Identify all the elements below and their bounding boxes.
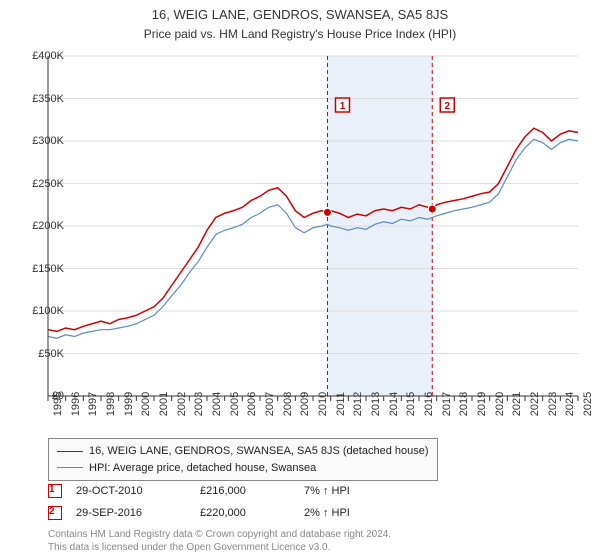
- x-tick-label: 2004: [211, 392, 223, 416]
- chart-plot-area: 12: [48, 56, 578, 396]
- sale-hpi-delta: 2% ↑ HPI: [304, 507, 384, 519]
- x-tick-label: 2008: [282, 392, 294, 416]
- y-tick-label: £400K: [32, 50, 64, 62]
- legend-swatch-property: [57, 451, 83, 453]
- sale-hpi-delta: 7% ↑ HPI: [304, 485, 384, 497]
- x-tick-label: 2025: [582, 392, 594, 416]
- svg-text:1: 1: [340, 101, 346, 112]
- legend-item-hpi: HPI: Average price, detached house, Swan…: [57, 460, 429, 477]
- x-tick-label: 2024: [564, 392, 576, 416]
- x-tick-label: 2015: [405, 392, 417, 416]
- legend-box: 16, WEIG LANE, GENDROS, SWANSEA, SA5 8JS…: [48, 438, 438, 481]
- legend-label-hpi: HPI: Average price, detached house, Swan…: [89, 460, 316, 477]
- chart-svg: 12: [48, 56, 578, 396]
- footer-line-2: This data is licensed under the Open Gov…: [48, 541, 391, 554]
- x-tick-label: 2014: [388, 392, 400, 416]
- x-tick-label: 2022: [529, 392, 541, 416]
- x-tick-label: 2018: [458, 392, 470, 416]
- y-tick-label: £350K: [32, 93, 64, 105]
- x-tick-label: 1997: [87, 392, 99, 416]
- y-tick-label: £200K: [32, 220, 64, 232]
- x-tick-label: 2021: [511, 392, 523, 416]
- x-tick-label: 2005: [229, 392, 241, 416]
- footer-attribution: Contains HM Land Registry data © Crown c…: [48, 528, 391, 554]
- sale-row: 1 29-OCT-2010 £216,000 7% ↑ HPI: [48, 480, 384, 502]
- x-tick-label: 2017: [441, 392, 453, 416]
- svg-text:2: 2: [444, 101, 450, 112]
- legend-item-property: 16, WEIG LANE, GENDROS, SWANSEA, SA5 8JS…: [57, 443, 429, 460]
- x-tick-label: 1996: [70, 392, 82, 416]
- y-tick-label: £300K: [32, 135, 64, 147]
- footer-line-1: Contains HM Land Registry data © Crown c…: [48, 528, 391, 541]
- x-tick-label: 2013: [370, 392, 382, 416]
- sale-price: £220,000: [200, 507, 290, 519]
- chart-title: 16, WEIG LANE, GENDROS, SWANSEA, SA5 8JS: [0, 0, 600, 24]
- x-tick-label: 2009: [299, 392, 311, 416]
- chart-container: 16, WEIG LANE, GENDROS, SWANSEA, SA5 8JS…: [0, 0, 600, 560]
- legend-swatch-hpi: [57, 467, 83, 468]
- y-tick-label: £100K: [32, 305, 64, 317]
- sale-marker-icon: 1: [48, 484, 62, 498]
- x-tick-label: 2019: [476, 392, 488, 416]
- x-tick-label: 2012: [352, 392, 364, 416]
- x-tick-label: 2010: [317, 392, 329, 416]
- x-tick-label: 2023: [547, 392, 559, 416]
- x-tick-label: 1999: [123, 392, 135, 416]
- x-tick-label: 2001: [158, 392, 170, 416]
- sale-rows: 1 29-OCT-2010 £216,000 7% ↑ HPI 2 29-SEP…: [48, 480, 384, 524]
- x-tick-label: 1998: [105, 392, 117, 416]
- legend-label-property: 16, WEIG LANE, GENDROS, SWANSEA, SA5 8JS…: [89, 443, 429, 460]
- chart-subtitle: Price paid vs. HM Land Registry's House …: [0, 24, 600, 41]
- x-tick-label: 2007: [264, 392, 276, 416]
- sale-date: 29-SEP-2016: [76, 507, 186, 519]
- x-tick-label: 2000: [140, 392, 152, 416]
- x-tick-label: 2006: [246, 392, 258, 416]
- y-tick-label: £250K: [32, 178, 64, 190]
- sale-price: £216,000: [200, 485, 290, 497]
- sale-date: 29-OCT-2010: [76, 485, 186, 497]
- x-tick-label: 2002: [176, 392, 188, 416]
- y-tick-label: £50K: [38, 348, 64, 360]
- x-tick-label: 2011: [335, 392, 347, 416]
- y-tick-label: £150K: [32, 263, 64, 275]
- sale-marker-icon: 2: [48, 506, 62, 520]
- x-tick-label: 2016: [423, 392, 435, 416]
- x-tick-label: 2020: [494, 392, 506, 416]
- x-tick-label: 1995: [52, 392, 64, 416]
- x-tick-label: 2003: [193, 392, 205, 416]
- sale-row: 2 29-SEP-2016 £220,000 2% ↑ HPI: [48, 502, 384, 524]
